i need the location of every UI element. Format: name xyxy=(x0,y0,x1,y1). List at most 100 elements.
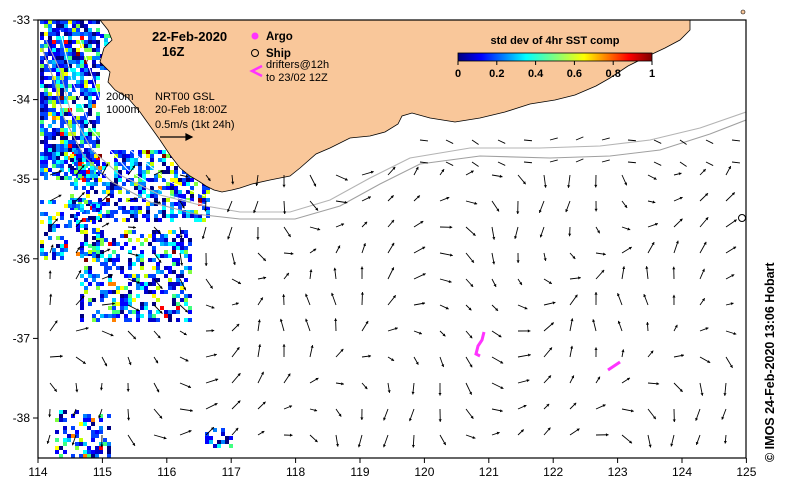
sst-pixel xyxy=(79,422,83,426)
sst-pixel xyxy=(56,24,60,28)
sst-pixel xyxy=(40,164,44,168)
current-vector xyxy=(257,252,267,262)
sst-pixel xyxy=(92,144,96,148)
sst-pixel xyxy=(170,218,174,222)
sst-pixel xyxy=(91,454,95,458)
current-vector xyxy=(204,252,208,266)
current-vector xyxy=(673,172,682,176)
current-vector xyxy=(361,354,372,358)
sst-pixel xyxy=(60,236,64,240)
sst-pixel xyxy=(40,84,44,88)
sst-pixel xyxy=(64,40,68,44)
x-tick-label: 121 xyxy=(479,465,499,479)
current-vector xyxy=(127,356,132,366)
sst-pixel xyxy=(112,282,116,286)
current-vector xyxy=(256,226,260,240)
sst-pixel xyxy=(75,442,79,446)
sst-pixel xyxy=(52,132,56,136)
sst-pixel xyxy=(48,124,52,128)
sst-pixel xyxy=(136,318,140,322)
sst-pixel xyxy=(112,258,116,262)
sst-pixel xyxy=(146,170,150,174)
sst-pixel xyxy=(146,178,150,182)
sst-pixel xyxy=(88,108,92,112)
sst-pixel xyxy=(71,454,75,458)
current-vector xyxy=(360,292,364,306)
current-vector xyxy=(231,427,239,436)
sst-pixel xyxy=(146,214,150,218)
sst-pixel xyxy=(91,438,95,442)
current-vector xyxy=(699,168,707,176)
sst-pixel xyxy=(152,290,156,294)
sst-pixel xyxy=(48,60,52,64)
sst-pixel xyxy=(72,120,76,124)
sst-pixel xyxy=(48,200,52,204)
current-vector xyxy=(575,158,584,163)
sst-pixel xyxy=(166,198,170,202)
sst-pixel xyxy=(166,170,170,174)
sst-pixel xyxy=(164,314,168,318)
sst-pixel xyxy=(60,256,64,260)
current-vector xyxy=(205,378,219,384)
sst-pixel xyxy=(84,234,88,238)
sst-pixel xyxy=(44,76,48,80)
sst-pixel xyxy=(80,128,84,132)
sst-pixel xyxy=(68,40,72,44)
sst-pixel xyxy=(40,96,44,100)
sst-pixel xyxy=(206,206,210,210)
sst-pixel xyxy=(96,52,100,56)
sst-pixel xyxy=(138,162,142,166)
current-vector xyxy=(699,382,704,396)
sst-pixel xyxy=(56,32,60,36)
sst-pixel xyxy=(182,170,186,174)
sst-pixel xyxy=(84,238,88,242)
sst-pixel xyxy=(84,92,88,96)
current-vector xyxy=(205,329,215,333)
sst-pixel xyxy=(148,290,152,294)
sst-pixel xyxy=(84,120,88,124)
sst-pixel xyxy=(55,418,59,422)
sst-pixel xyxy=(178,206,182,210)
sst-pixel xyxy=(74,182,78,186)
sst-pixel xyxy=(76,64,80,68)
x-tick-label: 123 xyxy=(608,465,628,479)
sst-pixel xyxy=(128,274,132,278)
sst-pixel xyxy=(56,152,60,156)
sst-pixel xyxy=(164,238,168,242)
sst-pixel xyxy=(198,194,202,198)
sst-pixel xyxy=(176,318,180,322)
current-vector xyxy=(309,174,317,187)
sst-pixel xyxy=(152,294,156,298)
sst-pixel xyxy=(188,318,192,322)
sst-pixel xyxy=(64,48,68,52)
sst-pixel xyxy=(104,42,108,46)
current-vector xyxy=(673,196,683,202)
current-vector xyxy=(305,293,311,306)
current-vector xyxy=(205,278,214,289)
current-vector xyxy=(627,161,637,164)
current-vector xyxy=(595,404,606,410)
sst-pixel xyxy=(88,32,92,36)
sst-pixel xyxy=(92,216,96,220)
sst-pixel xyxy=(64,240,68,244)
sst-pixel xyxy=(60,44,64,48)
current-vector xyxy=(673,354,685,358)
sst-pixel xyxy=(56,100,60,104)
sst-pixel xyxy=(76,252,80,256)
sst-pixel xyxy=(75,410,79,414)
sst-pixel xyxy=(56,84,60,88)
sst-pixel xyxy=(116,302,120,306)
sst-pixel xyxy=(96,116,100,120)
current-vector xyxy=(153,226,162,235)
sst-pixel xyxy=(138,182,142,186)
sst-pixel xyxy=(68,132,72,136)
sst-pixel xyxy=(56,48,60,52)
sst-pixel xyxy=(88,100,92,104)
sst-pixel xyxy=(198,198,202,202)
sst-pixel xyxy=(162,214,166,218)
current-vector xyxy=(179,330,187,336)
sst-pixel xyxy=(106,214,110,218)
sst-pixel xyxy=(154,178,158,182)
sst-pixel xyxy=(76,120,80,124)
sst-pixel xyxy=(63,418,67,422)
